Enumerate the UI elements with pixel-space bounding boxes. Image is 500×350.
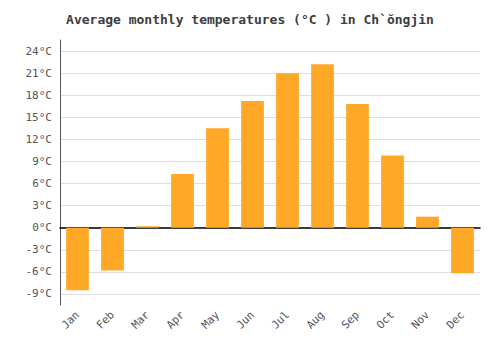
svg-text:Apr: Apr: [164, 308, 187, 331]
svg-text:Oct: Oct: [374, 308, 397, 331]
svg-text:9°C: 9°C: [32, 155, 52, 168]
svg-text:Aug: Aug: [304, 308, 327, 331]
svg-text:24°C: 24°C: [26, 45, 53, 58]
svg-text:Average monthly temperatures (: Average monthly temperatures (°C ) in Ch…: [66, 12, 434, 27]
svg-text:Dec: Dec: [444, 308, 467, 331]
svg-text:6°C: 6°C: [32, 177, 52, 190]
svg-text:0°C: 0°C: [32, 221, 52, 234]
svg-text:-6°C: -6°C: [26, 265, 53, 278]
svg-text:Feb: Feb: [94, 308, 117, 331]
svg-text:18°C: 18°C: [26, 89, 53, 102]
svg-text:Nov: Nov: [409, 308, 432, 331]
svg-text:Sep: Sep: [339, 308, 362, 331]
svg-text:-3°C: -3°C: [26, 243, 53, 256]
svg-text:Jun: Jun: [234, 308, 257, 331]
svg-text:-9°C: -9°C: [26, 287, 53, 300]
svg-text:3°C: 3°C: [32, 199, 52, 212]
svg-text:May: May: [199, 308, 222, 331]
svg-text:15°C: 15°C: [26, 111, 53, 124]
svg-text:21°C: 21°C: [26, 67, 53, 80]
svg-text:Jan: Jan: [59, 308, 82, 331]
svg-text:12°C: 12°C: [26, 133, 53, 146]
svg-text:Mar: Mar: [129, 308, 152, 331]
svg-text:Jul: Jul: [269, 308, 292, 331]
